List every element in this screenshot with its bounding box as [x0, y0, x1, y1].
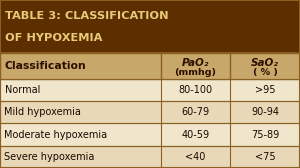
Bar	[0, 123, 160, 146]
Bar	[0, 79, 160, 101]
Bar	[160, 101, 230, 123]
Bar	[230, 53, 300, 79]
Text: Mild hypoxemia: Mild hypoxemia	[4, 107, 81, 117]
Text: PaO₂: PaO₂	[182, 58, 209, 68]
Text: Moderate hypoxemia: Moderate hypoxemia	[4, 130, 108, 140]
Text: Normal: Normal	[4, 85, 40, 95]
Text: OF HYPOXEMIA: OF HYPOXEMIA	[5, 33, 103, 43]
Text: 40-59: 40-59	[181, 130, 209, 140]
Bar	[0, 0, 300, 53]
Bar	[160, 79, 230, 101]
Bar	[230, 79, 300, 101]
Text: Severe hypoxemia: Severe hypoxemia	[4, 152, 95, 162]
Bar	[160, 146, 230, 168]
Text: TABLE 3: CLASSIFICATION: TABLE 3: CLASSIFICATION	[5, 11, 169, 21]
Text: ( % ): ( % )	[253, 68, 278, 77]
Text: 75-89: 75-89	[251, 130, 279, 140]
Text: 90-94: 90-94	[251, 107, 279, 117]
Bar	[230, 146, 300, 168]
Text: >95: >95	[255, 85, 275, 95]
Text: <40: <40	[185, 152, 206, 162]
Text: (mmhg): (mmhg)	[174, 68, 216, 77]
Bar	[160, 123, 230, 146]
Bar	[160, 53, 230, 79]
Text: <75: <75	[255, 152, 275, 162]
Bar	[230, 101, 300, 123]
Bar	[0, 146, 160, 168]
Bar	[0, 53, 160, 79]
Text: Classification: Classification	[4, 61, 86, 71]
Text: 60-79: 60-79	[181, 107, 209, 117]
Bar	[0, 101, 160, 123]
Bar	[230, 123, 300, 146]
Text: SaO₂: SaO₂	[251, 58, 279, 68]
Text: 80-100: 80-100	[178, 85, 212, 95]
